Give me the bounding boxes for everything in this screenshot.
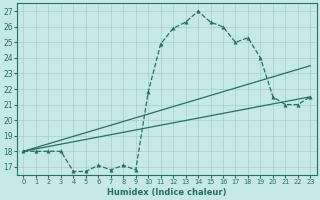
X-axis label: Humidex (Indice chaleur): Humidex (Indice chaleur) bbox=[107, 188, 227, 197]
